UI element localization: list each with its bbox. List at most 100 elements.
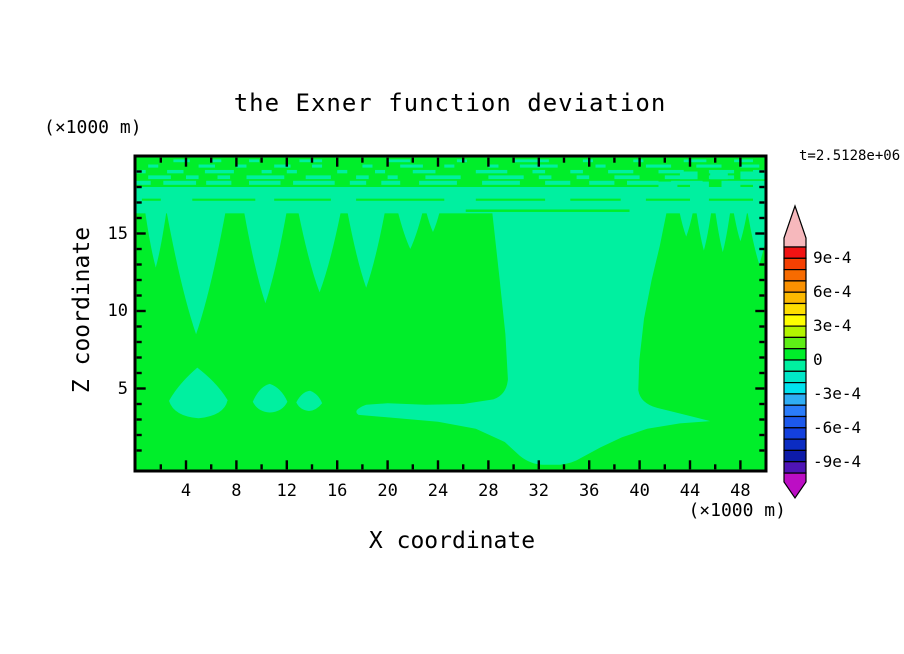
downdraft-plume [243,211,287,304]
streak-dash [249,159,260,163]
colorbar-cell [783,348,807,361]
streak-dash [387,175,398,180]
x-tick-label: 12 [276,481,298,501]
downdraft-plume [347,211,386,288]
time-stamp-label: t=2.5128e+06 [799,148,901,164]
streak-dash [671,180,703,185]
band-gap-line [475,198,546,201]
colorbar-label: 9e-4 [813,248,852,268]
x-tick-label: 40 [629,481,650,501]
streak-dash [488,175,524,180]
streak-dash [645,164,672,168]
colorbar-cell [783,325,807,339]
streak-dash [425,175,461,180]
colorbar-cell [783,314,807,327]
streak-dash [375,169,386,174]
colorbar-label: -6e-4 [813,417,862,437]
z-tick-label: 15 [107,223,128,244]
x-tick-label: 44 [679,481,701,501]
x-tick-label: 48 [730,481,751,501]
streak-dash [362,164,373,168]
x-tick-label: 36 [578,481,600,501]
streak-dash [679,171,698,180]
x-axis-unit-label: (×1000 m) [688,500,786,521]
colorbar-cell [783,291,807,305]
streak-dash [582,159,593,163]
streak-dash [633,159,644,163]
streak-dash [475,169,508,174]
band-gap-line [274,198,331,201]
streak-dash [204,169,234,174]
x-tick-label: 32 [528,481,550,501]
downdraft-plume [715,211,731,253]
streak-dash [482,180,520,185]
streak-dash [753,181,765,188]
band-gap-line [141,198,161,201]
streak-dash [545,180,571,185]
streak-dash [627,180,659,185]
streak-dash [249,180,281,185]
streak-dash [163,180,197,185]
streak-dash [293,180,335,185]
downdraft-plume [426,211,440,232]
downdraft-plume [166,211,226,335]
x-tick-label: 16 [326,481,348,501]
colorbar-cell [783,302,807,316]
colorbar-cell [783,359,807,372]
streak-dash [690,181,709,188]
contour-field [136,157,765,470]
colorbar-label: -9e-4 [813,451,862,471]
streak-dash [173,159,190,163]
streak-dash [167,169,184,174]
x-tick-label: 20 [377,481,398,501]
colorbar [783,204,807,500]
streak-dash [608,169,634,174]
streak-dash [614,175,640,180]
streak-dash [412,169,436,174]
streak-dash [658,169,684,174]
plot-frame [133,154,768,473]
colorbar-cell [783,438,807,452]
streak-dash [456,159,467,163]
downdraft-plume [747,211,765,265]
streak-dash [236,164,247,168]
streak-dash [400,164,423,168]
central-column [356,211,711,465]
band-gap-line [708,198,753,201]
colorbar-label: 0 [813,350,823,369]
streak-dash [136,180,151,185]
colorbar-cell [783,370,807,384]
streak-dash [349,180,367,185]
downdraft-plume [733,211,748,242]
colorbar-cell [783,336,807,350]
streak-dash [734,159,753,163]
streak-dash [513,159,549,163]
streak-dash [444,164,455,168]
colorbar-cell [783,449,807,463]
streak-dash [710,171,728,180]
streak-dash [246,175,285,180]
streak-dash [148,175,171,180]
streak-dash [664,175,690,180]
streak-dash [589,180,615,185]
streak-dash [721,180,765,185]
streak-dash [148,164,159,168]
streak-dash [186,175,199,180]
streak-dash [740,164,760,168]
streak-dash [419,180,457,185]
streak-dash [217,175,231,180]
streak-dash [387,159,411,163]
band-gap-line [570,198,621,201]
low-level-blob [169,367,228,419]
colorbar-label: -3e-4 [813,383,862,403]
band-gap-line [465,209,630,212]
streak-dash [488,164,499,168]
x-tick-label: 4 [180,481,192,501]
streak-dash [696,164,722,168]
z-tick-label: 5 [117,378,128,399]
x-tick-label: 28 [478,481,499,501]
streak-dash [261,169,272,174]
streak-dash [532,169,546,174]
